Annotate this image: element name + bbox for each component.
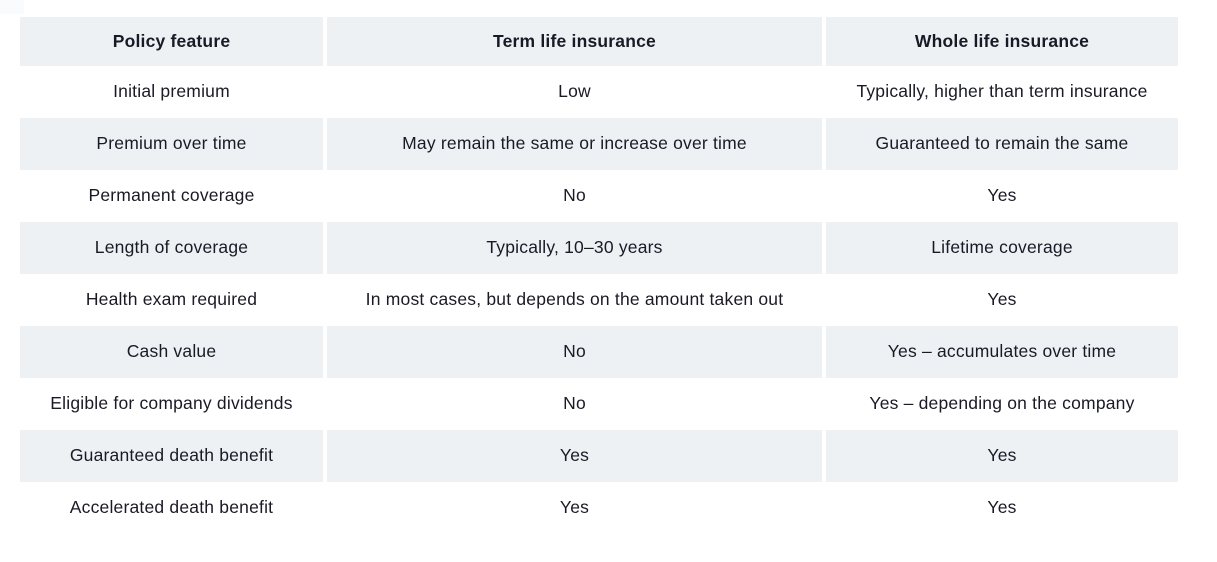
- table-row: Initial premium Low Typically, higher th…: [20, 66, 1178, 118]
- column-header-term-life-insurance: Term life insurance: [327, 17, 822, 66]
- term-value-cell: Yes: [559, 497, 590, 518]
- column-header-whole-life-insurance: Whole life insurance: [826, 17, 1178, 66]
- whole-value-cell: Yes – accumulates over time: [826, 326, 1178, 378]
- feature-cell: Health exam required: [85, 289, 258, 310]
- term-value-cell: May remain the same or increase over tim…: [327, 118, 822, 170]
- term-value-cell: Low: [558, 81, 591, 102]
- table-row: Health exam required In most cases, but …: [20, 274, 1178, 326]
- feature-cell: Initial premium: [113, 81, 230, 102]
- whole-value-cell: Guaranteed to remain the same: [826, 118, 1178, 170]
- table-header-row: Policy feature Term life insurance Whole…: [20, 17, 1178, 66]
- term-value-cell: No: [327, 326, 822, 378]
- table-row: Permanent coverage No Yes: [20, 170, 1178, 222]
- comparison-table: Policy feature Term life insurance Whole…: [20, 17, 1178, 534]
- table-row: Guaranteed death benefit Yes Yes: [20, 430, 1178, 482]
- table-row: Accelerated death benefit Yes Yes: [20, 482, 1178, 534]
- whole-value-cell: Yes: [987, 289, 1017, 310]
- term-value-cell: Yes: [327, 430, 822, 482]
- term-value-cell: No: [563, 185, 586, 206]
- feature-cell: Cash value: [20, 326, 323, 378]
- feature-cell: Guaranteed death benefit: [20, 430, 323, 482]
- feature-cell: Premium over time: [20, 118, 323, 170]
- feature-cell: Length of coverage: [20, 222, 323, 274]
- whole-value-cell: Lifetime coverage: [826, 222, 1178, 274]
- table-row: Cash value No Yes – accumulates over tim…: [20, 326, 1178, 378]
- whole-value-cell: Yes: [987, 185, 1017, 206]
- term-value-cell: No: [563, 393, 586, 414]
- screen-edge-artifact: [0, 0, 24, 14]
- term-value-cell: In most cases, but depends on the amount…: [365, 289, 784, 310]
- whole-value-cell: Yes – depending on the company: [869, 393, 1135, 414]
- term-value-cell: Typically, 10–30 years: [327, 222, 822, 274]
- whole-value-cell: Yes: [987, 497, 1017, 518]
- feature-cell: Eligible for company dividends: [50, 393, 293, 414]
- table-row: Premium over time May remain the same or…: [20, 118, 1178, 170]
- column-header-policy-feature: Policy feature: [20, 17, 323, 66]
- feature-cell: Permanent coverage: [88, 185, 255, 206]
- table-row: Eligible for company dividends No Yes – …: [20, 378, 1178, 430]
- whole-value-cell: Typically, higher than term insurance: [856, 81, 1148, 102]
- table-row: Length of coverage Typically, 10–30 year…: [20, 222, 1178, 274]
- whole-value-cell: Yes: [826, 430, 1178, 482]
- feature-cell: Accelerated death benefit: [69, 497, 274, 518]
